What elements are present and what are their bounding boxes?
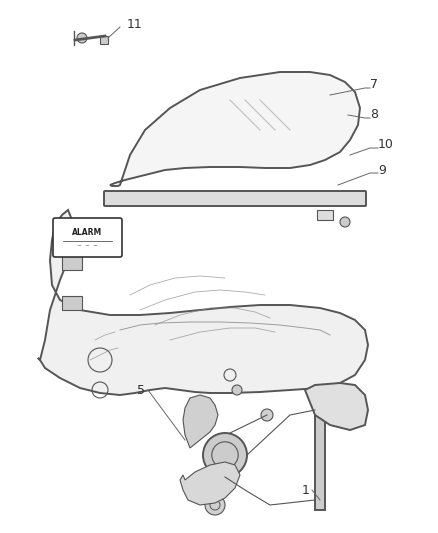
Polygon shape <box>183 395 218 448</box>
Circle shape <box>232 385 242 395</box>
Circle shape <box>203 433 247 477</box>
Polygon shape <box>180 462 240 505</box>
Bar <box>62 256 82 270</box>
Text: 8: 8 <box>370 109 378 122</box>
FancyBboxPatch shape <box>53 218 122 257</box>
FancyBboxPatch shape <box>104 191 366 206</box>
Bar <box>62 296 82 310</box>
Bar <box>100 36 108 44</box>
Circle shape <box>261 409 273 421</box>
Text: 7: 7 <box>370 78 378 92</box>
Text: 10: 10 <box>378 139 394 151</box>
Polygon shape <box>305 383 368 430</box>
Text: 9: 9 <box>378 164 386 176</box>
Bar <box>317 210 333 220</box>
Circle shape <box>205 495 225 515</box>
Text: 1: 1 <box>302 483 310 497</box>
Text: ~  ~  ~: ~ ~ ~ <box>77 243 98 248</box>
Text: 11: 11 <box>127 19 143 31</box>
Circle shape <box>340 217 350 227</box>
Text: ALARM: ALARM <box>72 228 102 237</box>
Bar <box>315 390 325 510</box>
Polygon shape <box>38 210 368 395</box>
Circle shape <box>77 33 87 43</box>
Polygon shape <box>110 72 360 186</box>
Text: 5: 5 <box>137 384 145 397</box>
